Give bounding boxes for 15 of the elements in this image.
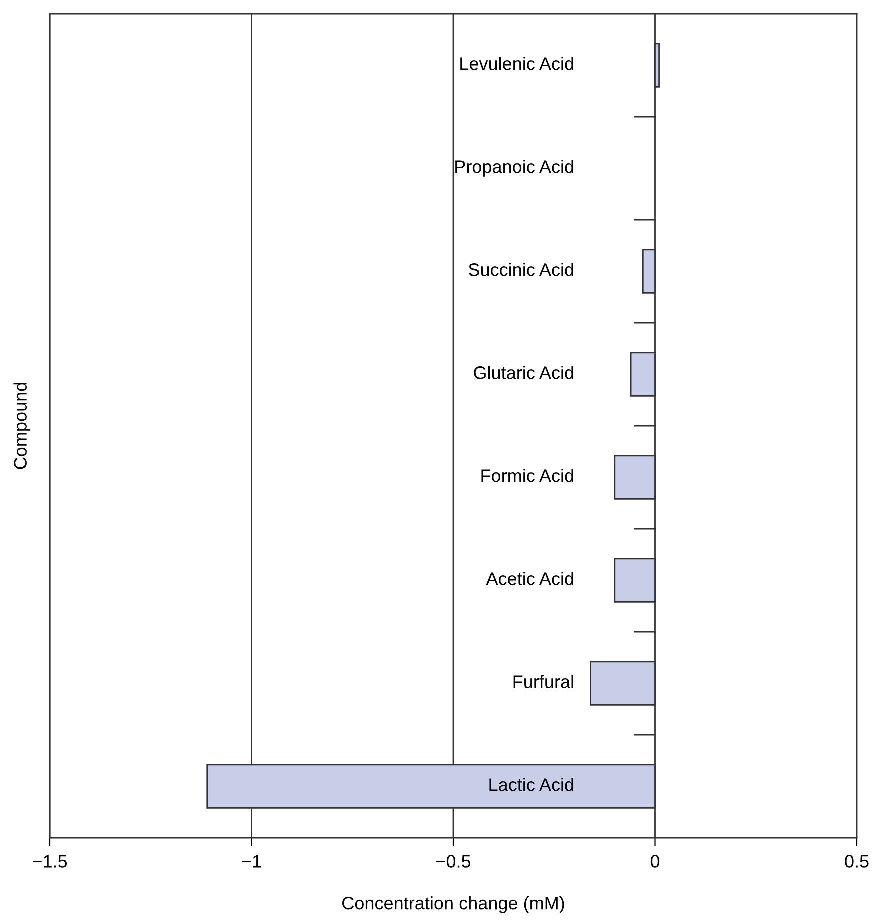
y-tick-label: Acetic Acid [486, 572, 574, 586]
x-tick-label: −0.5 [436, 855, 471, 868]
x-tick-label: −1.5 [33, 855, 68, 868]
x-tick-label: 0 [650, 855, 660, 868]
x-axis-title: Concentration change (mM) [342, 896, 564, 914]
x-tick-label: −1 [242, 855, 262, 868]
y-tick-label: Succinic Acid [468, 263, 574, 276]
y-tick-label: Formic Acid [482, 469, 574, 482]
y-tick-label: Propanoic Acid [456, 160, 574, 177]
x-tick-label: 0.5 [845, 855, 869, 868]
y-tick-label: Levulenic Acid [460, 57, 574, 70]
y-tick-label: Lactic Acid [490, 778, 574, 792]
y-axis-title: Compound [14, 382, 31, 470]
y-tick-label: Furfural [514, 675, 574, 688]
y-tick-label: Glutaric Acid [474, 366, 574, 380]
